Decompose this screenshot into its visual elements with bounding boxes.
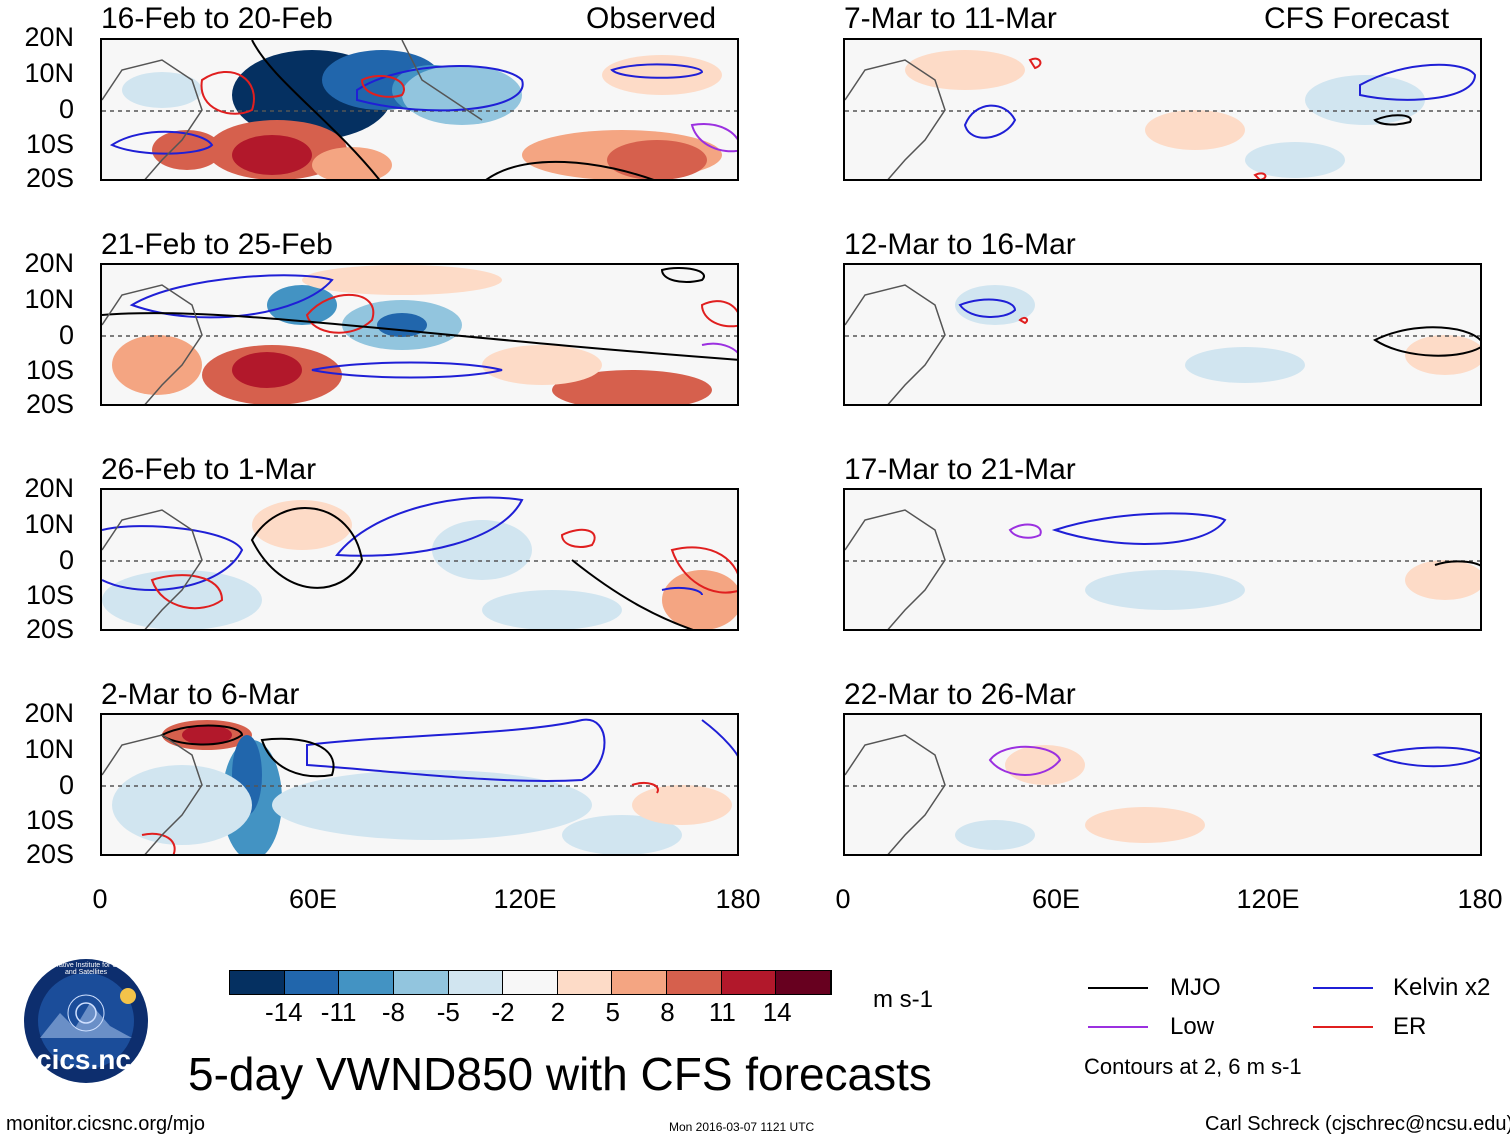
panel-title-obs-4: 2-Mar to 6-Mar (101, 678, 300, 711)
cics-logo-icon (24, 959, 148, 1083)
lat-label: 10N (24, 509, 74, 539)
lon-label: 120E (493, 884, 557, 914)
anomaly-map (102, 265, 737, 404)
lon-label: 180 (1457, 884, 1503, 914)
map-panel-obs-1 (100, 38, 739, 181)
colorbar-tick-label: -11 (320, 997, 357, 1027)
lat-label: 10S (25, 355, 74, 385)
colorbar-swatch (667, 971, 722, 994)
map-panel-fc-3 (843, 488, 1482, 631)
legend-line-low (1088, 1026, 1148, 1028)
lat-label: 10N (24, 284, 74, 314)
colorbar-tick-label: 11 (708, 997, 736, 1027)
anomaly-map (102, 40, 737, 179)
map-panel-fc-2 (843, 263, 1482, 406)
lat-label: 10S (25, 805, 74, 835)
lat-label: 10S (25, 129, 74, 159)
map-panel-obs-4 (100, 713, 739, 856)
forecast-header: CFS Forecast (1264, 2, 1450, 35)
colorbar-tick-label: -8 (381, 997, 406, 1027)
anomaly-map (845, 284, 1480, 404)
lon-label: 60E (1031, 884, 1081, 914)
cics-logo: cics.nc Cooperative Institute for Climat… (10, 958, 162, 1084)
lat-label: 0 (58, 770, 74, 800)
lat-label: 20N (24, 698, 74, 728)
colorbar-tick-label: -2 (491, 997, 515, 1027)
colorbar-swatch (721, 971, 777, 994)
panel-title-fc-2: 12-Mar to 16-Mar (844, 228, 1076, 261)
colorbar-swatch (230, 971, 285, 994)
logo-ring-text: Cooperative Institute for Climate and Sa… (36, 962, 136, 976)
legend-line-mjo (1088, 987, 1148, 989)
legend-line-kelvin (1313, 987, 1373, 989)
legend-label-mjo: MJO (1170, 974, 1221, 1001)
colorbar-tick-label: 8 (660, 997, 675, 1027)
contours-note: Contours at 2, 6 m s-1 (1084, 1054, 1302, 1079)
map-panel-obs-3 (100, 488, 739, 631)
colorbar-tick-label: 14 (762, 997, 792, 1027)
lat-label: 0 (58, 545, 74, 575)
lat-label: 20S (25, 839, 74, 869)
colorbar-tick-label: 2 (550, 997, 566, 1027)
anomaly-map (102, 718, 737, 854)
colorbar-swatch (557, 971, 613, 994)
panel-title-obs-1: 16-Feb to 20-Feb (101, 2, 333, 35)
colorbar-ticks: -14 -11 -8 -5 -2 2 5 8 11 14 (229, 997, 832, 1027)
lat-label: 10S (25, 580, 74, 610)
footer-author: Carl Schreck (cjschrec@ncsu.edu) (1205, 1113, 1510, 1135)
colorbar-swatch (776, 971, 832, 994)
colorbar-swatch (612, 971, 668, 994)
panel-title-fc-3: 17-Mar to 21-Mar (844, 453, 1076, 486)
map-panel-fc-1 (843, 38, 1482, 181)
colorbar-swatch (393, 971, 449, 994)
colorbar-swatch (448, 971, 504, 994)
footer-url[interactable]: monitor.cicsnc.org/mjo (6, 1113, 205, 1135)
colorbar-tick-label: -5 (436, 997, 460, 1027)
lon-label: 0 (92, 884, 108, 914)
footer-timestamp: Mon 2016-03-07 1121 UTC (669, 1120, 815, 1134)
map-panel-fc-4 (843, 713, 1482, 856)
colorbar-tick-label: 5 (605, 997, 620, 1027)
panel-title-obs-2: 21-Feb to 25-Feb (101, 228, 333, 261)
panel-title-obs-3: 26-Feb to 1-Mar (101, 453, 317, 486)
lon-label: 0 (835, 884, 851, 914)
legend-label-kelvin: Kelvin x2 (1393, 974, 1491, 1001)
colorbar-swatch (284, 971, 340, 994)
lat-label: 20N (24, 473, 74, 503)
lon-label: 180 (715, 884, 761, 914)
legend-label-low: Low (1170, 1013, 1215, 1040)
anomaly-map (845, 50, 1480, 179)
colorbar-swatch (339, 971, 394, 994)
anomaly-map (102, 496, 737, 629)
colorbar-swatch (503, 971, 558, 994)
legend-line-er (1313, 1026, 1373, 1028)
lon-label: 120E (1236, 884, 1300, 914)
lat-label: 20S (25, 389, 74, 419)
lat-label: 10N (24, 734, 74, 764)
lat-label: 10N (24, 58, 74, 88)
map-panel-obs-2 (100, 263, 739, 406)
colorbar (229, 970, 832, 995)
lat-label: 20S (25, 163, 74, 193)
anomaly-map (845, 734, 1480, 854)
colorbar-units: m s-1 (873, 986, 933, 1013)
logo-text: cics.nc (36, 1044, 131, 1075)
main-title: 5-day VWND850 with CFS forecasts (188, 1048, 932, 1100)
lat-label: 0 (58, 320, 74, 350)
legend-label-er: ER (1393, 1013, 1427, 1040)
colorbar-tick-label: -14 (265, 997, 303, 1027)
panel-title-fc-4: 22-Mar to 26-Mar (844, 678, 1076, 711)
lat-label: 20N (24, 22, 74, 52)
lon-label: 60E (288, 884, 338, 914)
anomaly-map (845, 509, 1480, 629)
panel-title-fc-1: 7-Mar to 11-Mar (844, 2, 1057, 35)
lat-label: 20S (25, 614, 74, 644)
observed-header: Observed (586, 2, 717, 35)
lat-label: 0 (58, 94, 74, 124)
colorbar-swatches (229, 970, 832, 995)
lat-label: 20N (24, 248, 74, 278)
